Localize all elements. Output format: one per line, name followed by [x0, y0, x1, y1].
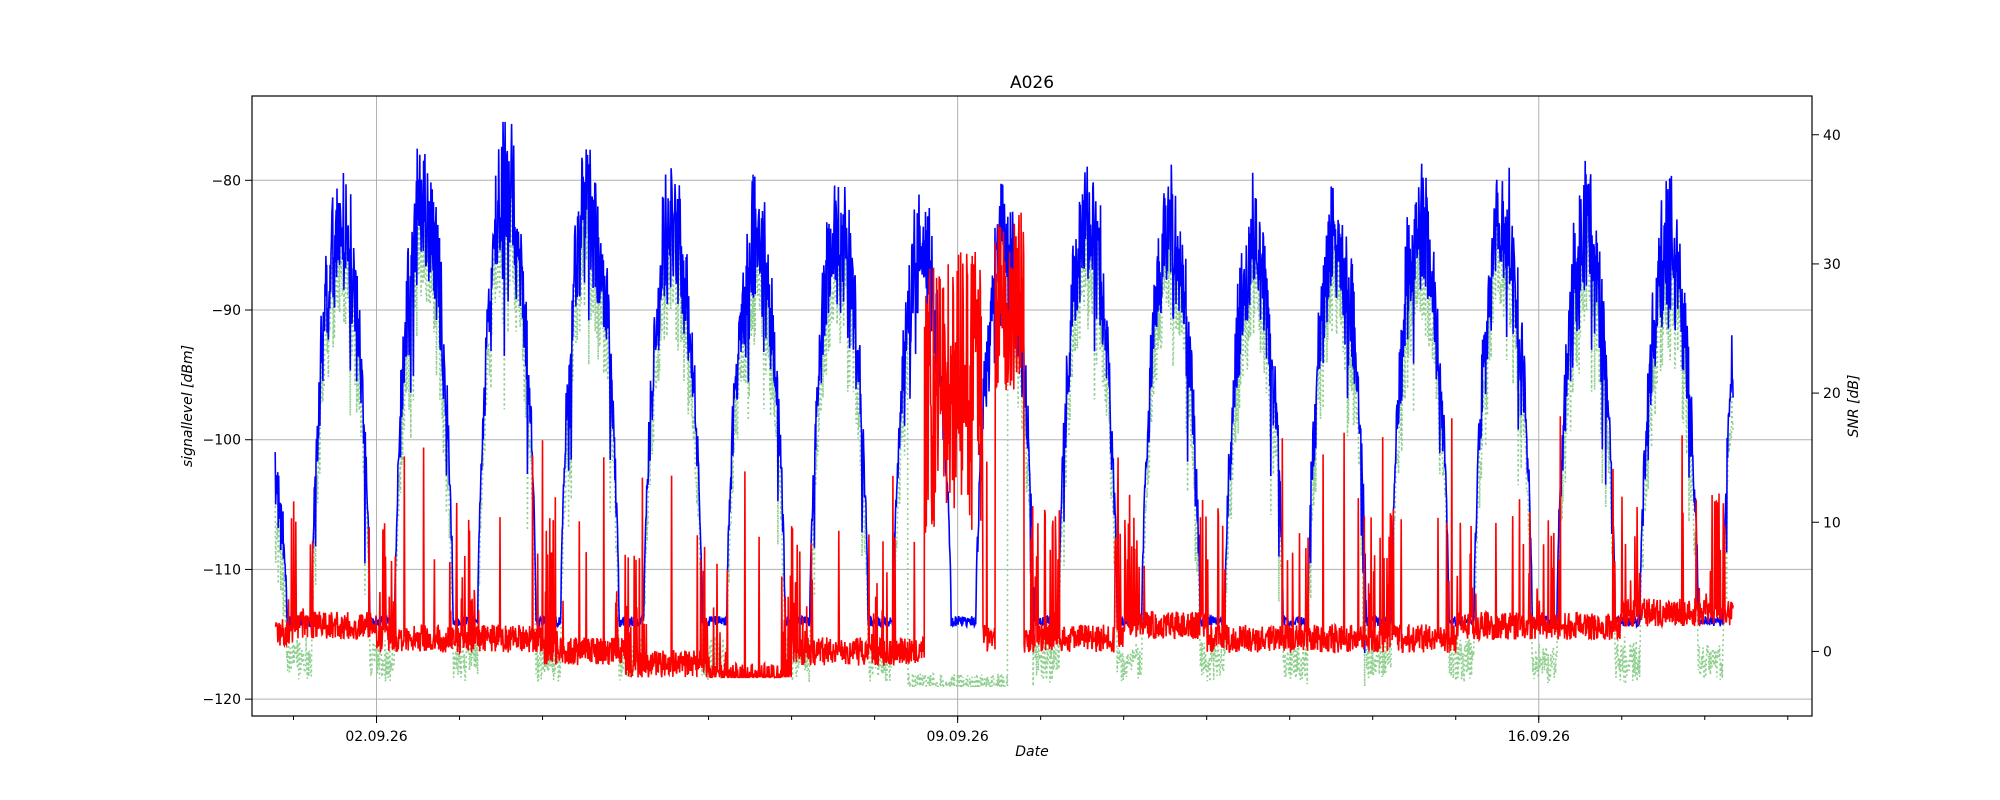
- series-line-dotted: [274, 171, 1734, 688]
- axis-ticks: 02.09.26 09.09.26 16.09.26 −80 −90 −100 −110 −1…: [203, 128, 1841, 745]
- x-axis-label: Date: [1015, 744, 1048, 760]
- y-left-tick-label: −110: [203, 562, 241, 578]
- y-right-tick-label: 30: [1823, 257, 1841, 273]
- chart-title: A026: [1010, 73, 1054, 93]
- y-left-tick-label: −120: [203, 692, 241, 708]
- y-right-tick-label: 20: [1823, 386, 1841, 402]
- plot-frame: [251, 95, 1813, 717]
- y-right-tick-label: 10: [1823, 515, 1841, 531]
- y-left-tick-label: −80: [211, 173, 241, 189]
- x-tick-label: 09.09.26: [926, 729, 988, 745]
- y-axis-left-label: signallevel [dBm]: [180, 345, 196, 467]
- y-axis-right-label: SNR [dB]: [1846, 375, 1862, 438]
- y-right-tick-label: 0: [1823, 644, 1832, 660]
- y-left-tick-label: −100: [203, 433, 241, 449]
- series-line-snr: [274, 212, 1734, 679]
- x-tick-label: 16.09.26: [1508, 729, 1570, 745]
- y-right-tick-label: 40: [1823, 128, 1841, 144]
- x-tick-label: 02.09.26: [345, 729, 407, 745]
- y-left-tick-label: −90: [211, 303, 241, 319]
- series-layer: [274, 121, 1734, 688]
